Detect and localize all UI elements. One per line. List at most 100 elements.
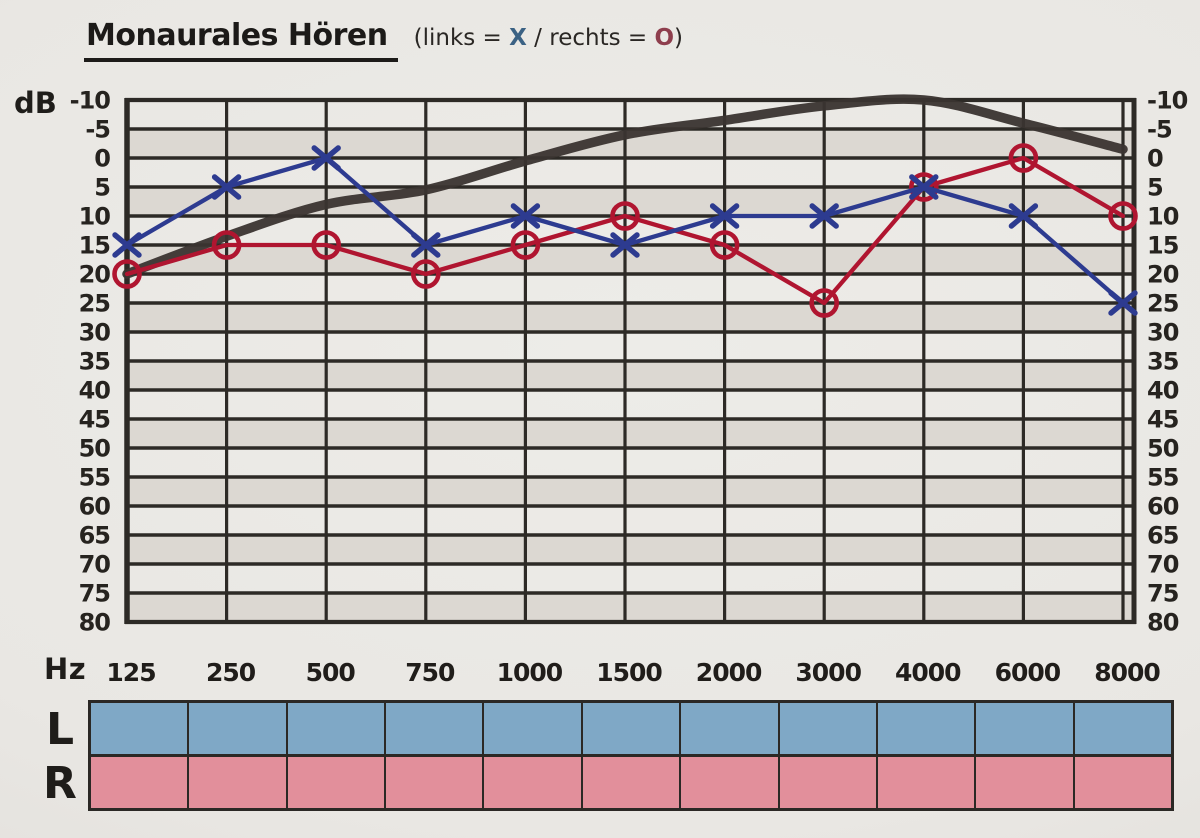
table-cell: [484, 703, 583, 754]
y-tick-label-right: -5: [1147, 116, 1172, 144]
y-tick-label-left: 25: [79, 290, 111, 318]
lr-row-L: [91, 703, 1171, 754]
y-tick-label-right: 60: [1147, 493, 1179, 521]
y-tick-label-right: 35: [1147, 348, 1179, 376]
lr-table: [88, 700, 1174, 811]
legend-middle: / rechts =: [526, 25, 655, 51]
table-cell: [386, 703, 485, 754]
y-axis-unit-label: dB: [14, 86, 57, 120]
legend-suffix: ): [674, 25, 684, 51]
y-tick-label-right: 45: [1147, 406, 1179, 434]
y-tick-label-left: 60: [79, 493, 111, 521]
y-tick-label-left: 10: [79, 203, 111, 231]
grid-band: [127, 187, 1134, 216]
table-cell: [780, 703, 878, 754]
y-tick-label-left: 15: [79, 232, 111, 260]
x-marker: [1008, 203, 1039, 229]
legend-prefix: (links =: [413, 25, 510, 51]
table-cell: [681, 703, 780, 754]
y-tick-label-left: 40: [79, 377, 111, 405]
y-tick-label-left: -10: [70, 87, 111, 115]
x-marker: [112, 232, 142, 258]
y-tick-label-left: 0: [94, 145, 110, 173]
x-tick-label: 4000: [895, 658, 961, 687]
lr-row-R: [91, 754, 1171, 808]
page-title: Monaurales Hören: [84, 18, 398, 62]
x-tick-label: 2000: [696, 658, 762, 687]
y-tick-label-right: 70: [1147, 551, 1179, 579]
x-tick-label: 500: [306, 658, 356, 687]
x-tick-label: 1000: [497, 658, 563, 687]
y-tick-label-left: -5: [85, 116, 110, 144]
y-tick-label-left: 20: [79, 261, 111, 289]
table-cell: [189, 703, 288, 754]
o-marker: [809, 288, 840, 318]
o-marker: [709, 230, 740, 260]
o-marker: [311, 230, 342, 260]
x-marker: [510, 203, 541, 229]
o-marker: [410, 259, 441, 289]
x-marker: [211, 174, 242, 200]
o-marker: [211, 230, 242, 260]
table-cell: [681, 757, 780, 808]
x-tick-label: 750: [405, 658, 455, 687]
table-cell: [386, 757, 485, 808]
x-axis-unit-label: Hz: [44, 652, 87, 686]
x-tick-label: 125: [106, 658, 155, 687]
y-tick-label-right: 15: [1147, 232, 1179, 260]
x-marker: [610, 232, 640, 258]
y-tick-label-left: 55: [79, 464, 111, 492]
grid-band: [127, 535, 1134, 564]
x-tick-label: 1500: [596, 658, 662, 687]
legend: (links = X / rechts = O): [414, 25, 683, 51]
header: Monaurales Hören (links = X / rechts = O…: [84, 18, 683, 62]
o-marker: [1008, 143, 1039, 173]
left-ear-row-label: L: [45, 704, 75, 755]
grid-band: [127, 419, 1134, 448]
table-cell: [1075, 703, 1171, 754]
x-marker: [311, 145, 341, 171]
y-tick-label-left: 50: [79, 435, 111, 463]
y-tick-label-right: -10: [1147, 87, 1188, 115]
y-tick-label-right: 50: [1147, 435, 1179, 463]
legend-o-symbol: O: [654, 25, 675, 51]
x-marker: [809, 203, 839, 229]
y-tick-label-left: 70: [79, 551, 111, 579]
table-cell: [878, 703, 977, 754]
o-marker: [1108, 201, 1138, 231]
y-tick-label-right: 10: [1147, 203, 1179, 231]
grid-band: [127, 303, 1134, 332]
x-marker: [909, 174, 939, 200]
y-tick-label-right: 30: [1147, 319, 1179, 347]
table-cell: [91, 703, 190, 754]
x-tick-label: 250: [206, 658, 256, 687]
right-ear-row-label: R: [43, 758, 77, 809]
legend-x-symbol: X: [509, 25, 527, 51]
y-tick-label-left: 80: [79, 609, 111, 637]
o-marker: [610, 201, 640, 231]
table-cell: [976, 757, 1075, 808]
y-tick-label-right: 75: [1147, 580, 1179, 608]
table-cell: [976, 703, 1075, 754]
y-tick-label-right: 65: [1147, 522, 1179, 550]
table-cell: [1075, 757, 1171, 808]
table-cell: [189, 757, 288, 808]
table-cell: [484, 757, 583, 808]
right-ear-line: [124, 155, 1126, 306]
y-tick-label-right: 55: [1147, 464, 1179, 492]
table-cell: [583, 757, 682, 808]
reference-curve: [122, 94, 1128, 279]
y-tick-label-right: 25: [1147, 290, 1179, 318]
y-tick-label-left: 5: [94, 174, 110, 202]
table-cell: [780, 757, 878, 808]
table-cell: [878, 757, 977, 808]
grid-band: [127, 477, 1134, 506]
grid-band: [127, 361, 1134, 390]
y-tick-label-left: 75: [79, 580, 111, 608]
y-tick-label-right: 80: [1147, 609, 1179, 637]
o-marker: [510, 230, 541, 260]
y-tick-label-left: 45: [79, 406, 111, 434]
y-tick-label-left: 30: [79, 319, 111, 347]
